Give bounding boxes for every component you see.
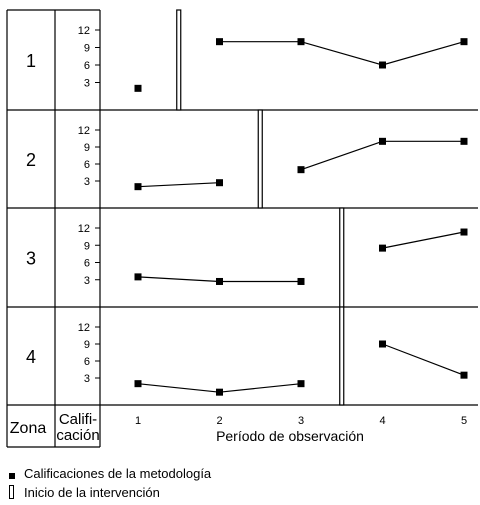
data-point [460,38,468,46]
series-line [382,343,465,376]
y-tick-label: 3 [84,275,90,287]
legend-label-intervention: Inicio de la intervención [24,485,160,500]
series-line [382,231,465,249]
x-tick-label: 1 [135,415,141,427]
y-tick-label: 9 [84,142,90,154]
intervention-bar-icon [6,485,20,502]
data-point [379,340,386,348]
legend-item-intervention: Inicio de la intervención [6,485,160,502]
y-tick-label: 3 [84,373,90,385]
y-tick-label: 6 [84,258,90,270]
data-point [297,380,305,388]
zone-label: 1 [26,51,36,71]
panel-zone-1: 1 3 6 9 12 [26,9,468,111]
panel-zone-4: 4 3 6 9 12 [26,306,468,406]
series-line [219,41,465,66]
data-point [460,137,468,145]
zone-header: Zona [10,420,47,437]
x-tick-label: 5 [461,415,467,427]
zone-label: 3 [26,249,36,269]
y-tick-label: 9 [84,43,90,55]
y-tick-label: 6 [84,356,90,368]
legend-label-ratings: Calificaciones de la metodología [24,466,212,481]
data-point [216,277,223,285]
y-tick-label: 12 [78,25,90,37]
data-point [379,61,386,69]
intervention-marker [176,9,182,111]
y-tick-label: 6 [84,159,90,171]
y-tick-label: 3 [84,78,90,90]
chart-panels: 1 3 6 9 12 2 3 6 9 12 3 3 6 9 12 4 3 6 9 12 [26,9,468,406]
intervention-marker [339,306,345,406]
y-tick-label: 9 [84,240,90,252]
data-point [297,277,305,285]
data-point [379,244,386,252]
panel-zone-3: 3 3 6 9 12 [26,207,468,308]
data-point [460,371,468,379]
data-point [297,38,305,46]
intervention-marker [339,207,345,308]
zone-label: 4 [26,347,36,367]
data-point [216,179,223,187]
data-point [460,228,468,236]
zone-label: 2 [26,150,36,170]
data-point [134,84,142,92]
score-header-line1: Califi- [59,411,97,428]
y-tick-label: 12 [78,125,90,137]
panel-zone-2: 2 3 6 9 12 [26,109,468,209]
y-tick-label: 6 [84,60,90,72]
chart-footer: Zona Califi- cación Período de observaci… [10,411,364,444]
series-line [137,182,220,188]
data-point [297,166,305,174]
data-point [134,380,142,388]
x-tick-label: 4 [379,415,385,427]
data-point [134,183,142,191]
square-marker-icon [6,467,20,482]
intervention-marker [257,109,263,209]
score-header-line2: cación [56,427,99,444]
y-tick-label: 12 [78,322,90,334]
y-tick-label: 12 [78,223,90,235]
x-tick-label: 3 [298,415,304,427]
x-axis-title: Período de observación [216,428,364,444]
legend-item-ratings: Calificaciones de la metodología [6,466,211,482]
x-tick-label: 2 [216,415,222,427]
data-point [216,38,223,46]
y-tick-label: 3 [84,176,90,188]
data-point [379,137,386,145]
series-line [300,140,464,171]
data-point [134,273,142,281]
y-tick-label: 9 [84,339,90,351]
data-point [216,388,223,396]
